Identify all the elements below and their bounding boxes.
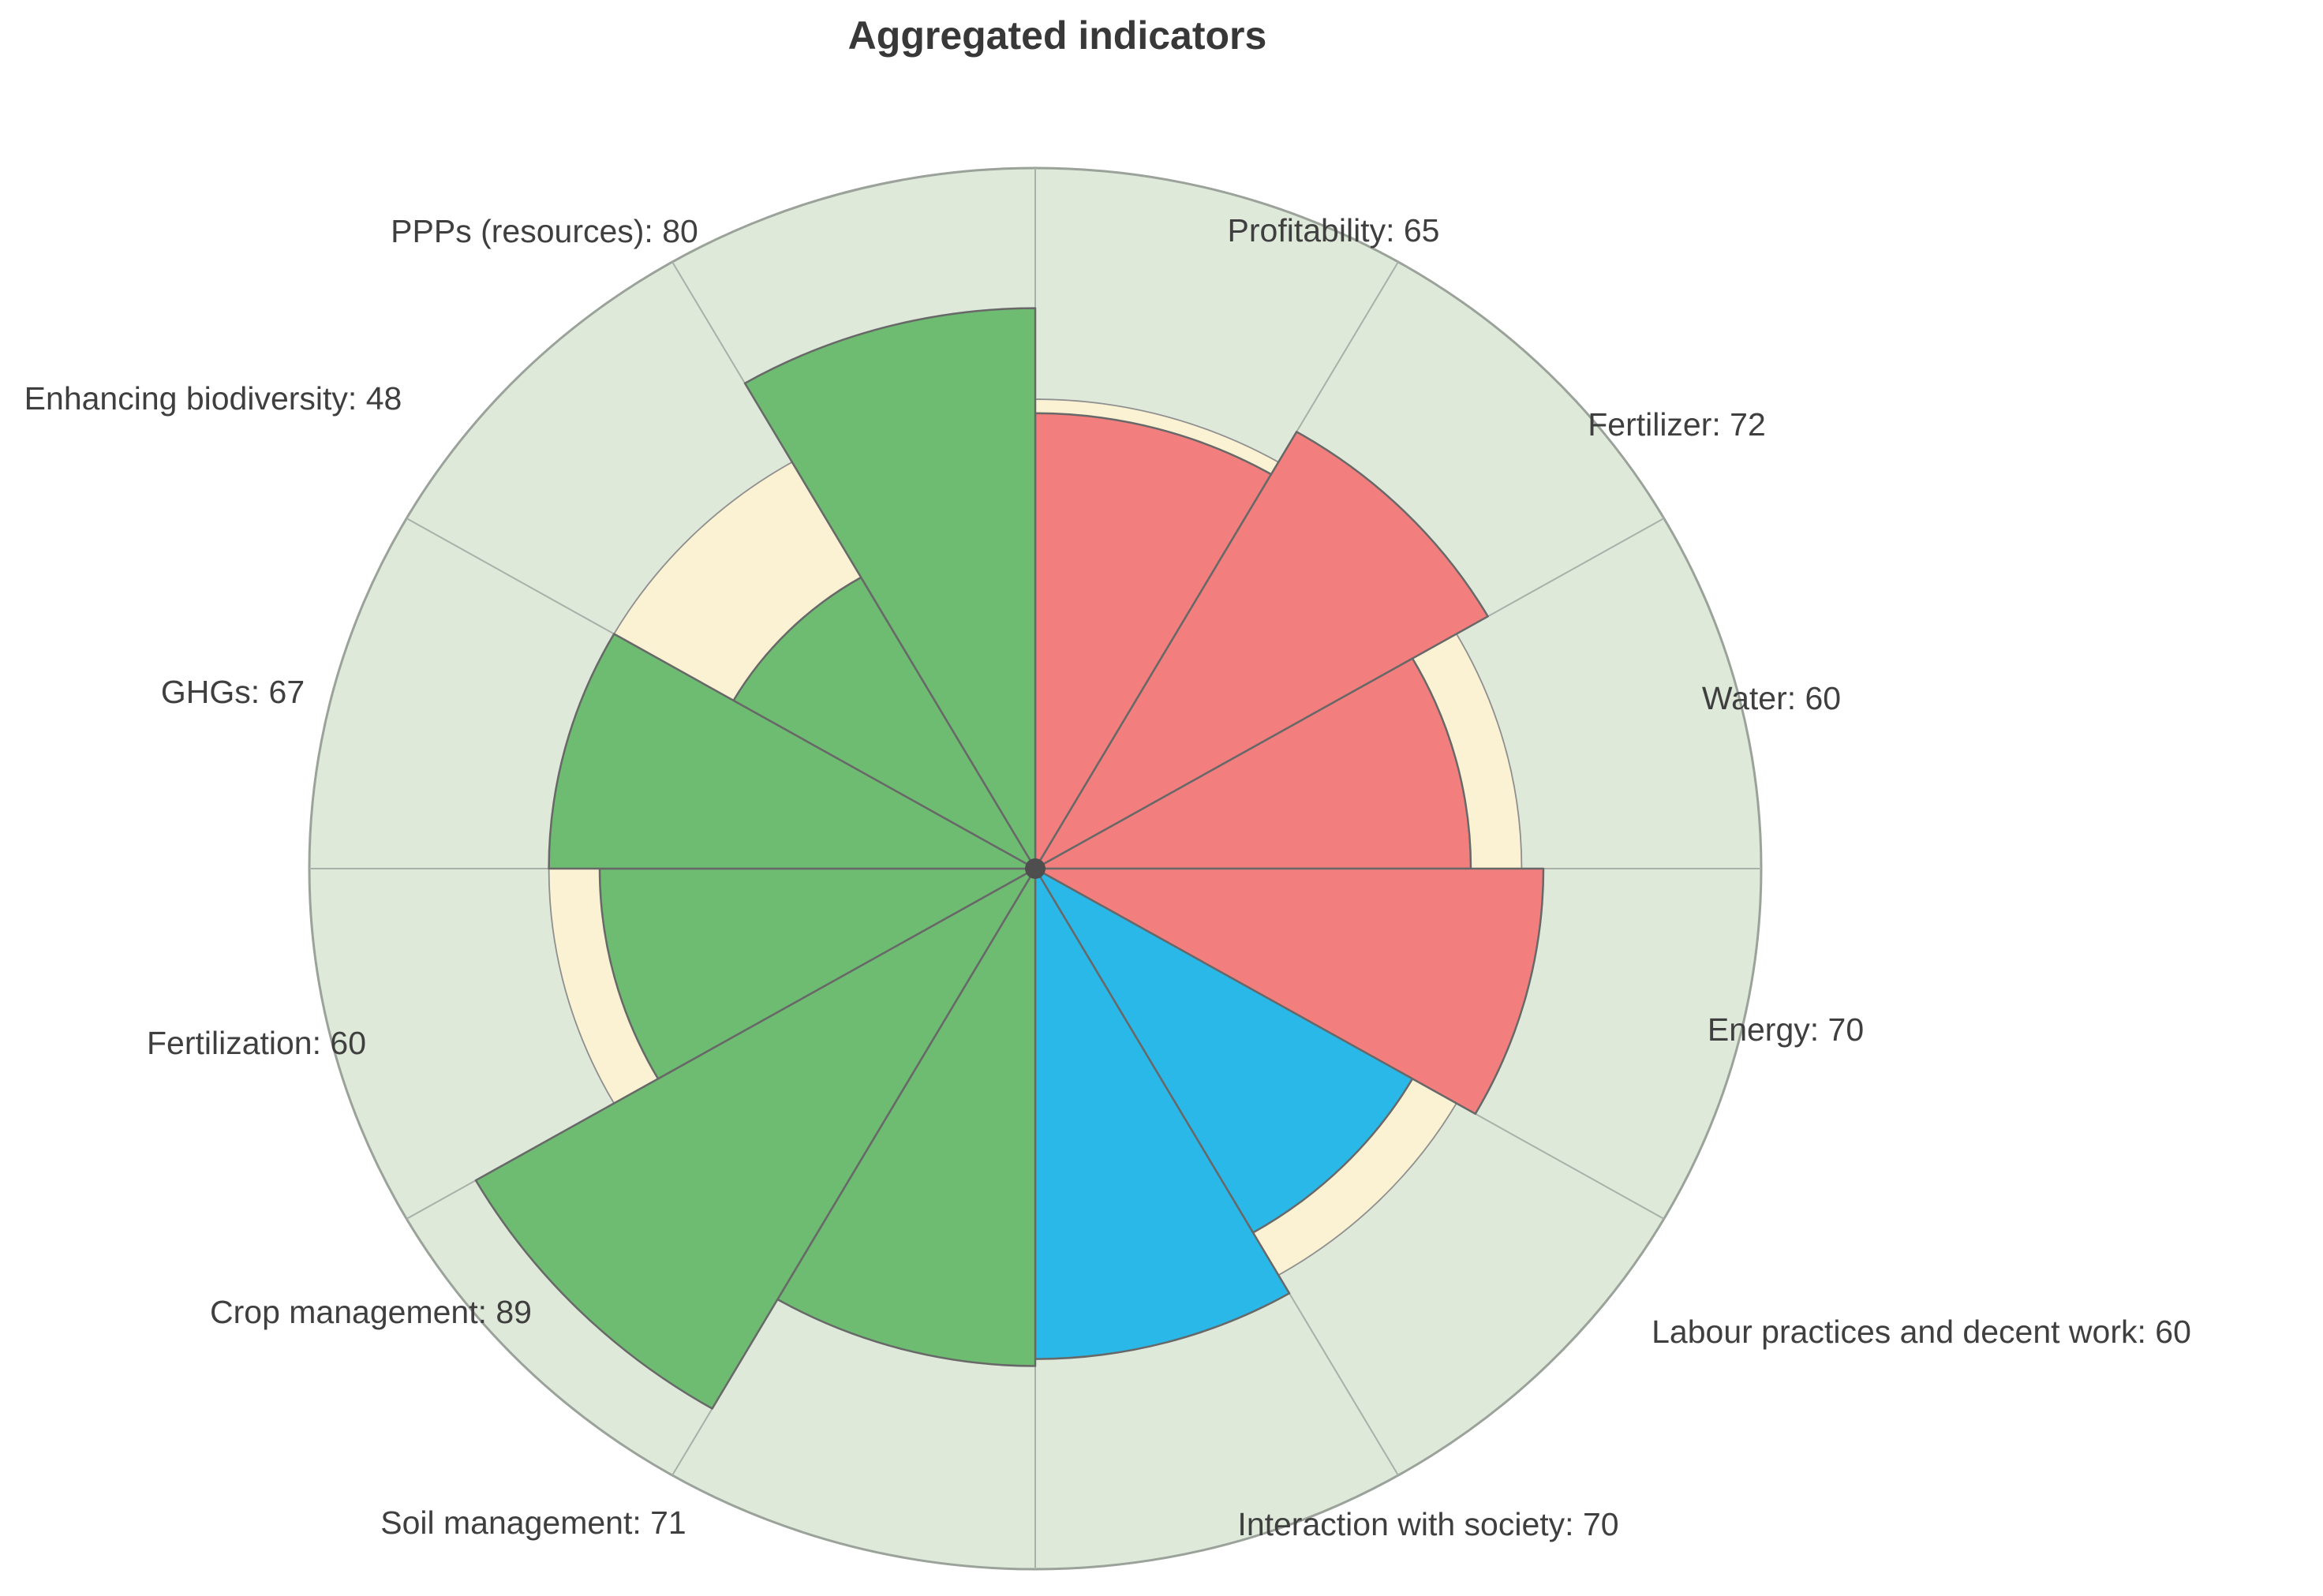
sector-bar-profitability bbox=[1034, 412, 1273, 870]
sector-bar-labour-practices-and-decent-work bbox=[1034, 867, 1414, 1234]
sector-label-enhancing-biodiversity: Enhancing biodiversity: 48 bbox=[24, 380, 402, 417]
sector-label-fertilization: Fertilization: 60 bbox=[147, 1025, 366, 1061]
sector-bar-crop-management bbox=[474, 867, 1037, 1410]
sector-bar-fertilizer bbox=[1034, 431, 1489, 870]
sector-label-soil-management: Soil management: 71 bbox=[380, 1504, 686, 1541]
chart-center-layer bbox=[1025, 858, 1046, 879]
chart-center-dot bbox=[1025, 858, 1046, 879]
sector-label-water: Water: 60 bbox=[1702, 680, 1841, 716]
sector-label-energy: Energy: 70 bbox=[1708, 1011, 1864, 1048]
sector-label-profitability: Profitability: 65 bbox=[1228, 212, 1440, 249]
sector-label-ppps-resources: PPPs (resources): 80 bbox=[391, 213, 698, 249]
sector-label-fertilizer: Fertilizer: 72 bbox=[1588, 406, 1766, 443]
sector-bar-energy bbox=[1034, 867, 1545, 1116]
chart-bars-layer bbox=[474, 307, 1545, 1410]
sector-label-interaction-with-society: Interaction with society: 70 bbox=[1237, 1506, 1618, 1542]
sector-bar-ppps-resources bbox=[743, 307, 1037, 870]
sector-bar-water bbox=[1034, 657, 1472, 870]
sector-label-labour-practices-and-decent-work: Labour practices and decent work: 60 bbox=[1652, 1314, 2191, 1350]
sector-bar-ghgs bbox=[548, 633, 1037, 870]
chart-title: Aggregated indicators bbox=[848, 13, 1267, 58]
sector-bar-interaction-with-society bbox=[1034, 867, 1291, 1360]
sector-label-crop-management: Crop management: 89 bbox=[210, 1294, 532, 1330]
sector-bar-soil-management bbox=[776, 867, 1037, 1367]
sector-bar-fertilization bbox=[598, 867, 1037, 1080]
sector-label-ghgs: GHGs: 67 bbox=[161, 674, 305, 710]
chart-labels-layer: Profitability: 65 Fertilizer: 72 Water: 60… bbox=[24, 212, 2191, 1542]
sector-bar-enhancing-biodiversity bbox=[732, 576, 1037, 870]
